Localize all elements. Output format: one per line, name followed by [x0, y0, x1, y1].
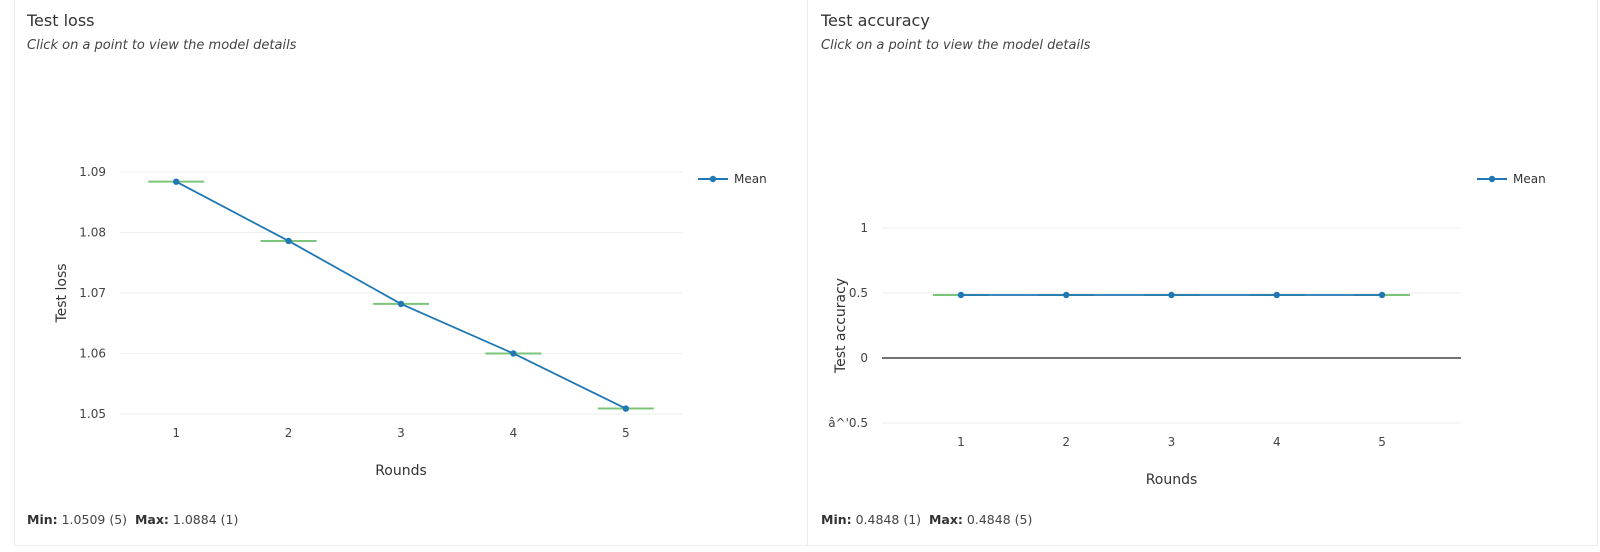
data-point[interactable] [957, 291, 965, 299]
data-point[interactable] [1378, 291, 1386, 299]
y-tick-label: â^'0.5 [828, 416, 868, 430]
panel-subtitle: Click on a point to view the model detai… [821, 38, 1091, 53]
max-label: Max: [928, 512, 963, 527]
y-tick-label: 0 [860, 351, 868, 365]
x-tick-label: 1 [957, 435, 965, 449]
data-point[interactable] [1063, 291, 1070, 299]
min-label: Min: [821, 512, 852, 527]
x-tick-label: 4 [510, 426, 518, 440]
data-point[interactable] [397, 300, 405, 308]
x-tick-label: 5 [622, 426, 630, 440]
x-tick-label: 1 [172, 426, 180, 440]
test-accuracy-chart[interactable]: â^'0.5 0 0.5 1 1 2 3 4 5 Rounds Test accuracy Mean [808, 0, 1600, 500]
test-loss-chart[interactable]: 1.05 1.06 1.07 1.08 1.09 1 2 3 4 5 Rounds Test loss… [14, 0, 807, 500]
max-value: 1.0884 (1) [172, 512, 239, 527]
data-point[interactable] [1273, 291, 1280, 299]
panel-title: Test loss [27, 11, 95, 30]
max-label: Max: [134, 512, 169, 527]
legend: Mean [1477, 172, 1546, 186]
stats-line: Min: 1.0509 (5) Max: 1.0884 (1) [27, 512, 238, 527]
min-label: Min: [27, 512, 58, 527]
data-point[interactable] [510, 350, 517, 357]
legend-label[interactable]: Mean [734, 172, 767, 186]
min-value: 0.4848 (1) [855, 512, 922, 527]
data-point[interactable] [285, 237, 292, 245]
data-point[interactable] [622, 405, 629, 412]
legend-marker [1488, 175, 1496, 183]
legend: Mean [698, 172, 767, 186]
legend-marker [709, 175, 717, 183]
stats-line: Min: 0.4848 (1) Max: 0.4848 (5) [821, 512, 1032, 527]
x-tick-label: 3 [397, 426, 405, 440]
x-tick-label: 4 [1273, 435, 1281, 449]
y-tick-label: 1.09 [79, 165, 106, 179]
test-loss-panel: Test loss Click on a point to view the m… [14, 0, 807, 546]
y-tick-label: 1.07 [79, 286, 106, 300]
x-tick-label: 5 [1378, 435, 1386, 449]
dashboard-frame [14, 0, 1598, 546]
y-tick-label: 1.08 [79, 226, 106, 240]
min-value: 1.0509 (5) [61, 512, 128, 527]
x-tick-label: 2 [285, 426, 293, 440]
y-tick-label: 1 [860, 221, 868, 235]
test-accuracy-panel: Test accuracy Click on a point to view t… [807, 0, 1600, 546]
x-tick-label: 2 [1062, 435, 1070, 449]
x-tick-label: 3 [1168, 435, 1176, 449]
series-line-mean [175, 180, 627, 410]
data-point[interactable] [1168, 291, 1175, 299]
y-tick-label: 1.06 [79, 347, 106, 361]
x-axis-title: Rounds [375, 463, 427, 479]
y-tick-label: 1.05 [79, 407, 106, 421]
y-axis-title: Test accuracy [833, 278, 849, 374]
panel-subtitle: Click on a point to view the model detai… [27, 38, 297, 53]
y-axis-title: Test loss [54, 263, 70, 323]
y-tick-label: 0.5 [849, 286, 868, 300]
max-value: 0.4848 (5) [966, 512, 1033, 527]
x-axis-title: Rounds [1146, 472, 1198, 488]
panel-title: Test accuracy [821, 11, 930, 30]
legend-label[interactable]: Mean [1513, 172, 1546, 186]
data-point[interactable] [173, 178, 180, 185]
